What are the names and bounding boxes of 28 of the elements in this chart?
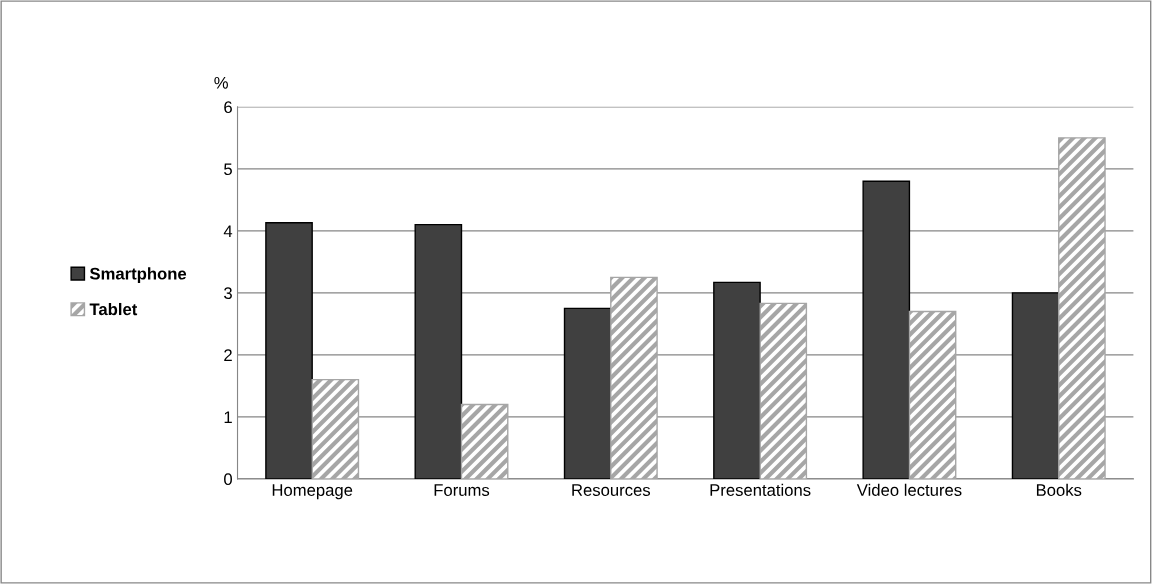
- x-tick-label: Video lectures: [856, 483, 962, 496]
- y-axis-title: %: [214, 76, 228, 89]
- x-tick-label: Presentations: [710, 483, 811, 496]
- bar: [563, 307, 612, 479]
- bar: [862, 180, 911, 479]
- y-tick-label: 6: [224, 101, 232, 114]
- bar: [759, 302, 808, 479]
- x-tick-label: Forums: [434, 484, 490, 496]
- legend-label: Tablet: [89, 302, 138, 316]
- y-tick-label: 0: [224, 473, 233, 486]
- bar: [311, 378, 360, 479]
- bar: [265, 222, 313, 479]
- y-tick-label: 4: [223, 225, 233, 237]
- bar: [908, 310, 957, 479]
- bar: [1011, 292, 1060, 479]
- y-tick-label: 1: [224, 411, 232, 423]
- bar: [460, 403, 509, 479]
- bar: [1058, 137, 1106, 479]
- x-tick-label: Homepage: [272, 484, 353, 500]
- y-tick-label: 3: [224, 287, 232, 300]
- bar: [414, 223, 463, 479]
- x-tick-label: Resources: [572, 484, 651, 496]
- legend-label: Smartphone: [89, 267, 187, 283]
- bar: [713, 281, 761, 479]
- x-tick-label: Books: [1036, 483, 1082, 496]
- bar: [610, 276, 658, 479]
- y-tick-label: 2: [224, 349, 232, 361]
- y-tick-label: 5: [224, 163, 232, 176]
